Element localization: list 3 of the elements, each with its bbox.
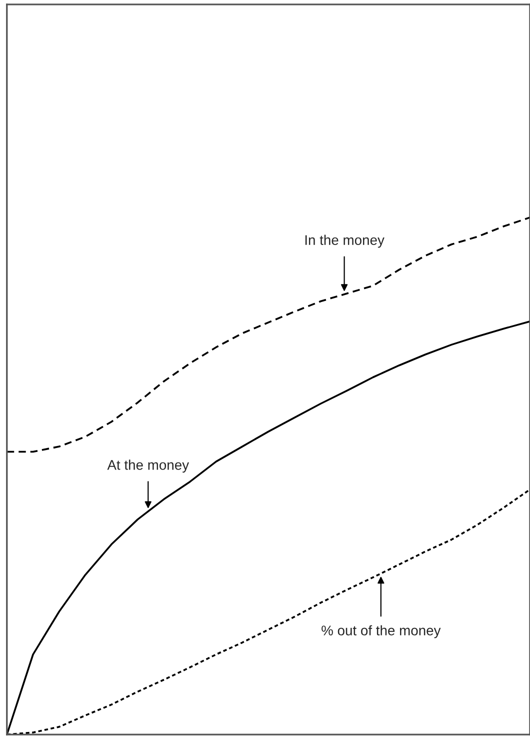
series-label: At the money <box>107 460 190 473</box>
series-label: % out of the money <box>322 625 441 638</box>
series-label: In the money <box>305 234 384 248</box>
